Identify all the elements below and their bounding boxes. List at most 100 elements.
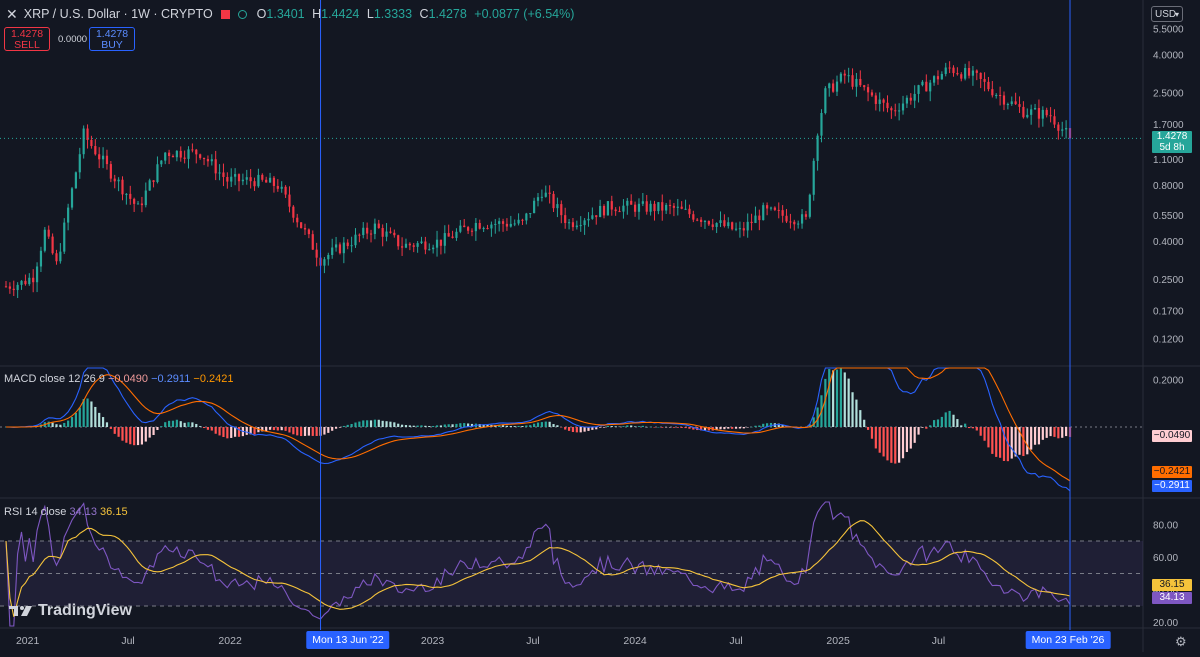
candle-body <box>315 249 318 258</box>
candle-body <box>630 200 633 205</box>
macd-bar <box>1053 427 1056 437</box>
candle-body <box>766 205 769 209</box>
candle-body <box>672 205 676 208</box>
macd-bar <box>67 420 70 427</box>
macd-bar <box>513 426 516 427</box>
candle-body <box>789 221 792 223</box>
currency-select[interactable]: USD ▾ <box>1151 6 1183 22</box>
rsi-legend[interactable]: RSI 14 close 34.13 36.15 <box>4 506 128 518</box>
macd-bar <box>393 422 396 427</box>
candle-body <box>261 174 264 180</box>
macd-bar <box>412 425 415 427</box>
macd-name: MACD close 12 26 9 <box>4 373 105 385</box>
rsi-name: RSI 14 close <box>4 506 67 518</box>
macd-bar <box>983 427 986 441</box>
candle-body <box>32 277 35 283</box>
candle-body <box>548 192 551 194</box>
macd-bar <box>133 427 136 446</box>
macd-bar <box>529 425 532 427</box>
candle-body <box>626 200 629 206</box>
candle-body <box>839 73 842 82</box>
candle-body <box>785 215 788 222</box>
low-label: L <box>366 7 374 21</box>
macd-legend[interactable]: MACD close 12 26 9 −0.0490 −0.2911 −0.24… <box>4 373 234 385</box>
macd-bar <box>467 423 470 427</box>
macd-bar <box>202 427 206 428</box>
candle-body <box>711 224 714 227</box>
currency-value: USD <box>1155 9 1177 20</box>
candle-body <box>1057 124 1060 131</box>
macd-bar <box>1022 427 1025 457</box>
candle-body <box>470 230 474 232</box>
ohlc-readout: O1.3401 H1.4424 L1.3333 C1.4278 +0.0877 … <box>257 7 575 21</box>
candle-body <box>979 72 982 79</box>
macd-bar <box>74 412 77 427</box>
buy-button[interactable]: 1.4278 BUY <box>89 27 135 51</box>
candle-body <box>486 228 489 230</box>
candle-body <box>1045 109 1048 116</box>
crosshair-date-right: Mon 23 Feb '26 <box>1025 631 1111 649</box>
close-icon[interactable]: ✕ <box>6 5 18 22</box>
settings-icon[interactable]: ⚙ <box>1175 634 1187 649</box>
macd-signal-line <box>6 367 1071 482</box>
macd-bar <box>610 426 613 427</box>
candle-body <box>125 193 128 195</box>
macd-bar <box>929 425 932 427</box>
macd-bar <box>754 425 757 427</box>
macd-bar <box>51 422 54 427</box>
macd-bar <box>540 422 543 427</box>
candle-body <box>234 174 237 177</box>
macd-bar <box>296 427 299 436</box>
candle-body <box>179 150 182 158</box>
macd-bar <box>548 421 551 427</box>
sell-button[interactable]: 1.4278 SELL <box>4 27 50 51</box>
close-label: C <box>419 7 429 21</box>
candle-body <box>835 81 839 92</box>
macd-bar <box>191 422 194 427</box>
time-tick: Jul <box>526 635 539 647</box>
symbol-title[interactable]: XRP / U.S. Dollar · 1W · CRYPTO <box>23 7 213 21</box>
macd-bar <box>428 425 431 427</box>
macd-bar <box>964 423 967 427</box>
macd-bar <box>334 427 338 429</box>
macd-bar <box>583 427 586 432</box>
spread-value: 0.0000 <box>58 34 88 45</box>
candle-body <box>874 95 877 104</box>
candle-body <box>769 207 773 209</box>
candle-body <box>602 205 606 216</box>
macd-bar <box>47 421 50 427</box>
macd-bar <box>742 427 745 429</box>
macd-bar <box>812 417 815 427</box>
price-tick: 0.5500 <box>1153 211 1184 222</box>
candle-body <box>74 172 77 189</box>
macd-bar <box>389 421 392 427</box>
candle-body <box>334 244 338 248</box>
macd-bar <box>630 425 633 427</box>
candle-body <box>610 201 613 210</box>
macd-bar <box>665 427 668 428</box>
candle-body <box>1026 114 1029 118</box>
candle-body <box>1041 109 1044 119</box>
flag-icon[interactable] <box>220 9 230 19</box>
candle-body <box>999 95 1002 97</box>
macd-bar <box>1045 427 1048 438</box>
candle-body <box>707 221 710 225</box>
macd-bar <box>179 421 182 427</box>
candle-body <box>432 247 435 250</box>
macd-bar <box>692 427 695 430</box>
macd-bar <box>855 399 858 427</box>
macd-line-tag: −0.2911 <box>1152 480 1192 492</box>
macd-bar <box>932 420 936 427</box>
candle-body <box>878 99 881 104</box>
tradingview-logo[interactable]: TradingView <box>8 602 132 620</box>
candle-body <box>866 87 870 93</box>
macd-histogram <box>4 368 1072 464</box>
macd-bar <box>463 423 466 427</box>
candle-body <box>641 201 644 204</box>
candle-body <box>699 219 703 222</box>
candle-body <box>117 179 120 182</box>
candle-body <box>917 85 920 94</box>
macd-bar <box>703 427 707 431</box>
